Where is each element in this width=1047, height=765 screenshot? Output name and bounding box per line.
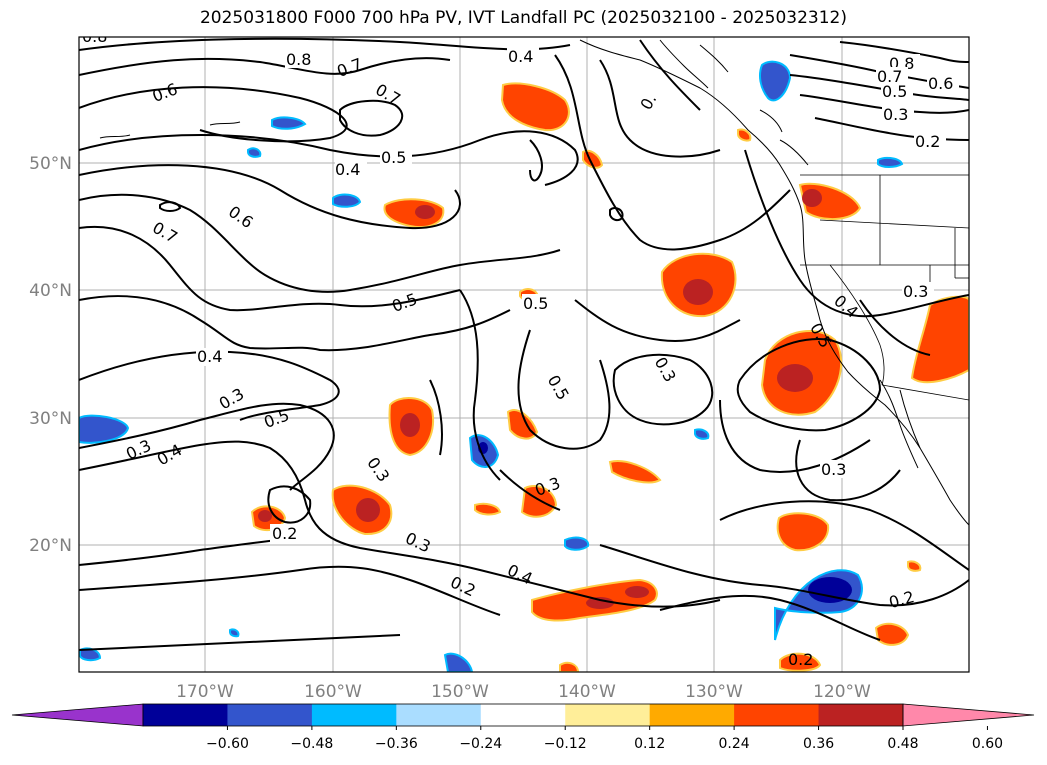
svg-text:0.7: 0.7 xyxy=(877,67,902,86)
svg-text:0.4: 0.4 xyxy=(197,347,222,366)
colorbar-segment xyxy=(480,704,566,726)
colorbar-tick-label: 0.60 xyxy=(972,736,1003,752)
gridlines xyxy=(79,37,969,672)
svg-text:0.3: 0.3 xyxy=(903,282,928,301)
svg-text:130°W: 130°W xyxy=(685,682,743,702)
svg-text:140°W: 140°W xyxy=(558,682,616,702)
svg-text:0.2: 0.2 xyxy=(915,132,940,151)
svg-text:150°W: 150°W xyxy=(431,682,489,702)
colorbar-tick-label: −0.24 xyxy=(459,736,502,752)
colorbar-tick-label: 0.36 xyxy=(803,736,834,752)
colorbar-segment xyxy=(143,704,228,726)
svg-text:0.5: 0.5 xyxy=(381,148,406,167)
svg-text:0.4: 0.4 xyxy=(335,160,360,179)
colorbar-tick-label: −0.36 xyxy=(375,736,418,752)
svg-text:120°W: 120°W xyxy=(813,682,871,702)
colorbar-segment xyxy=(227,704,313,726)
colorbar-tick-label: −0.48 xyxy=(290,736,333,752)
colorbar-segment xyxy=(565,704,651,726)
colorbar-extend-low xyxy=(11,703,144,727)
colorbar-segment xyxy=(818,704,904,726)
colorbar-segment xyxy=(311,704,397,726)
svg-text:0.6: 0.6 xyxy=(928,74,953,93)
svg-text:0.8: 0.8 xyxy=(286,50,311,69)
coastlines xyxy=(99,39,969,526)
svg-text:20°N: 20°N xyxy=(29,536,72,556)
pv-contour-lines xyxy=(79,37,969,651)
colorbar-segment xyxy=(734,704,820,726)
colorbar-tick-label: 0.48 xyxy=(887,736,918,752)
svg-text:50°N: 50°N xyxy=(29,154,72,174)
colorbar-tick-label: 0.12 xyxy=(634,736,665,752)
colorbar: −0.60 −0.48 −0.36 −0.24 −0.12 0.12 0.24 0.36 0.4… xyxy=(11,703,1035,752)
svg-text:0.3: 0.3 xyxy=(883,105,908,124)
colorbar-extend-high xyxy=(902,703,1035,727)
svg-text:0.5: 0.5 xyxy=(882,82,907,101)
svg-text:0.4: 0.4 xyxy=(508,47,533,66)
svg-text:160°W: 160°W xyxy=(304,682,362,702)
svg-text:30°N: 30°N xyxy=(29,409,72,429)
negative-anomaly-shading xyxy=(79,60,904,672)
svg-text:0.3: 0.3 xyxy=(821,460,846,479)
map-frame xyxy=(78,36,970,673)
svg-text:0.8: 0.8 xyxy=(82,27,107,46)
svg-text:0.2: 0.2 xyxy=(788,650,813,669)
map-plot-area: 0.8 0.8 0.7 0.4 0.6 0.7 0.5 0.4 0.6 0.7 … xyxy=(79,27,969,672)
svg-text:40°N: 40°N xyxy=(29,281,72,301)
colorbar-tick-label: −0.60 xyxy=(206,736,249,752)
colorbar-tick-label: −0.12 xyxy=(544,736,587,752)
state-borders xyxy=(800,174,969,401)
svg-text:0.5: 0.5 xyxy=(523,294,548,313)
longitude-labels: 170°W 160°W 150°W 140°W 130°W 120°W xyxy=(176,682,871,702)
svg-text:170°W: 170°W xyxy=(176,682,234,702)
map-title: 2025031800 F000 700 hPa PV, IVT Landfall… xyxy=(199,8,847,28)
colorbar-tick-label: 0.24 xyxy=(719,736,750,752)
colorbar-segment xyxy=(396,704,482,726)
latitude-labels: 50°N 40°N 30°N 20°N xyxy=(29,154,72,556)
svg-text:0.2: 0.2 xyxy=(272,524,297,543)
colorbar-segment xyxy=(649,704,735,726)
